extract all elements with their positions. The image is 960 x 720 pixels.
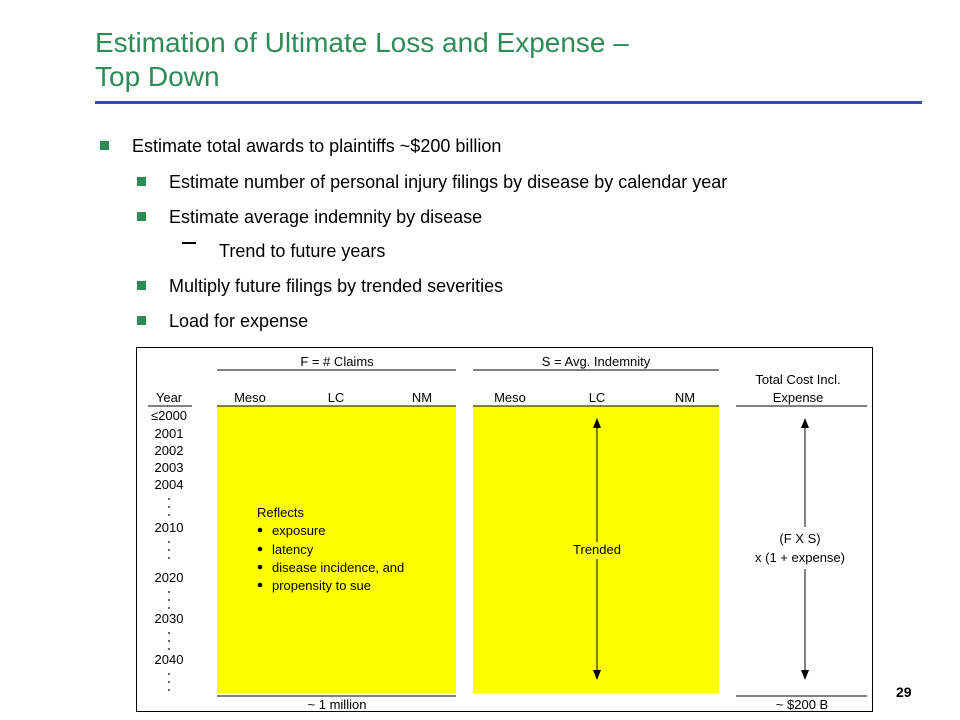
bullet-marker [137,316,146,325]
year-label: 2002 [155,443,184,458]
claims-total-footer: ~ 1 million [308,697,367,712]
list-bullet [257,546,263,552]
severity-col-lc: LC [589,390,606,405]
reflects-item: latency [272,542,314,557]
page-number: 29 [896,684,912,700]
bullet-level2: Multiply future filings by trended sever… [169,276,504,296]
slide-title: Estimation of Ultimate Loss and Expense … [95,26,915,94]
trended-label: Trended [573,542,621,557]
severity-group-header: S = Avg. Indemnity [542,354,651,369]
year-label: 2003 [155,460,184,475]
total-formula-line2: x (1 + expense) [755,550,845,565]
claims-col-meso: Meso [234,390,266,405]
bullet-level2: Estimate number of personal injury filin… [169,172,728,192]
reflects-item: exposure [272,523,325,538]
list-bullet [257,527,263,533]
bullet-marker [137,177,146,186]
total-header-line2: Expense [773,390,824,405]
bullet-level3: Trend to future years [219,241,386,261]
trended-arrow [593,418,601,680]
title-underline [95,101,922,104]
claims-highlight [217,406,456,693]
year-label: 2010 [155,520,184,535]
year-label: 2001 [155,426,184,441]
severity-highlight [473,406,719,693]
reflects-item: propensity to sue [272,578,371,593]
bullet-marker [100,141,109,150]
dash-marker [182,242,196,244]
estimation-table: F = # Claims S = Avg. Indemnity Total Co… [136,347,873,712]
claims-col-nm: NM [412,390,432,405]
severity-col-meso: Meso [494,390,526,405]
bullet-marker [137,281,146,290]
year-label: 2040 [155,652,184,667]
claims-group-header: F = # Claims [300,354,374,369]
reflects-title: Reflects [257,505,304,520]
total-header-line1: Total Cost Incl. [755,372,840,387]
total-cost-arrow [801,418,809,680]
total-formula-line1: (F X S) [779,531,820,546]
total-cost-footer: ~ $200 B [776,697,828,712]
ellipsis-dots [168,498,170,691]
reflects-item: disease incidence, and [272,560,404,575]
bullet-level1: Estimate total awards to plaintiffs ~$20… [132,136,502,156]
year-label: 2020 [155,570,184,585]
year-label: 2030 [155,611,184,626]
bullet-level2: Load for expense [169,311,309,331]
list-bullet [257,564,263,570]
year-label: 2004 [155,477,184,492]
severity-col-nm: NM [675,390,695,405]
claims-col-lc: LC [328,390,345,405]
bullet-marker [137,212,146,221]
bullet-level2: Estimate average indemnity by disease [169,207,483,227]
year-header: Year [156,390,183,405]
list-bullet [257,582,263,588]
title-line-1: Estimation of Ultimate Loss and Expense … [95,27,629,58]
year-label: ≤2000 [151,408,187,423]
title-line-2: Top Down [95,61,220,92]
